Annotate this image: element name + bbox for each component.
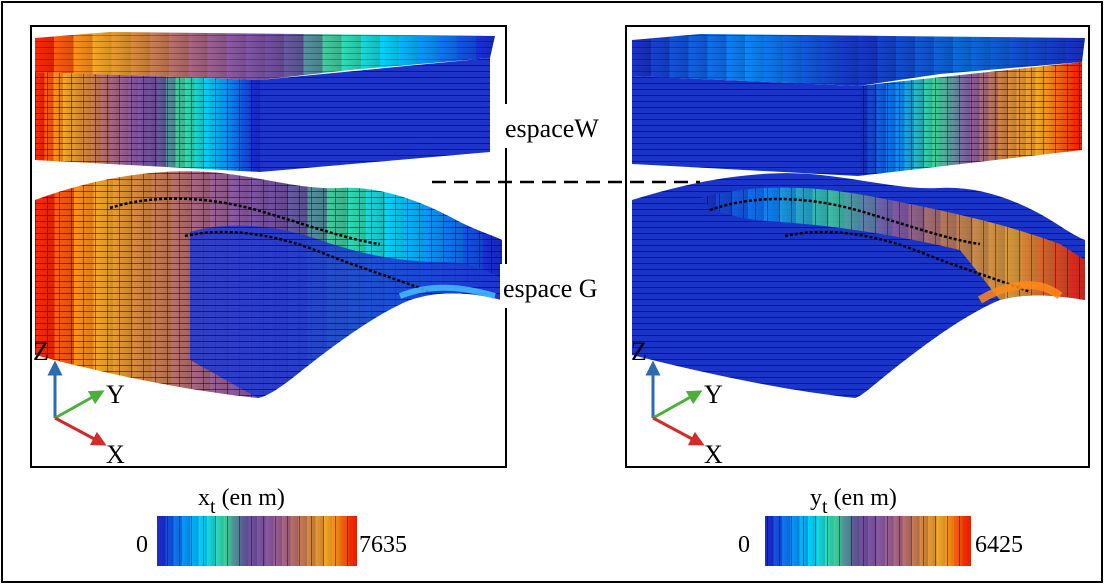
left-colorbar-title: xt (en m) [198,485,285,518]
right-espace-g-block [632,173,1085,398]
right-colorbar-min: 0 [738,532,750,558]
right-axis-y-label: Y [704,380,723,409]
left-axis-y-label: Y [106,380,125,409]
right-panel-frame [625,25,1090,468]
left-panel: Z Y X xt (en m) 0 7635 [30,25,507,566]
left-colorbar: xt (en m) 0 7635 [136,485,407,566]
right-colorbar: yt (en m) 0 6425 [738,485,1023,566]
espace-g-label: espace G [503,274,598,303]
left-colorbar-max: 7635 [359,532,407,558]
left-espace-w-block [35,32,495,172]
right-axis-x-label: X [704,440,723,469]
left-colorbar-min: 0 [136,532,148,558]
right-colorbar-title: yt (en m) [810,485,897,518]
left-axis-x-label: X [106,440,125,469]
left-axis-triad: Z Y X [33,337,125,469]
right-espace-w-block [632,34,1085,176]
left-espace-g-block [35,171,502,398]
left-axis-z-label: Z [33,337,49,366]
left-panel-frame [30,25,507,468]
right-panel: Z Y X yt (en m) 0 6425 [625,25,1090,566]
right-colorbar-max: 6425 [975,532,1023,558]
espace-w-label: espaceW [505,114,599,143]
right-axis-triad: Z Y X [631,337,723,469]
right-axis-z-label: Z [631,337,647,366]
